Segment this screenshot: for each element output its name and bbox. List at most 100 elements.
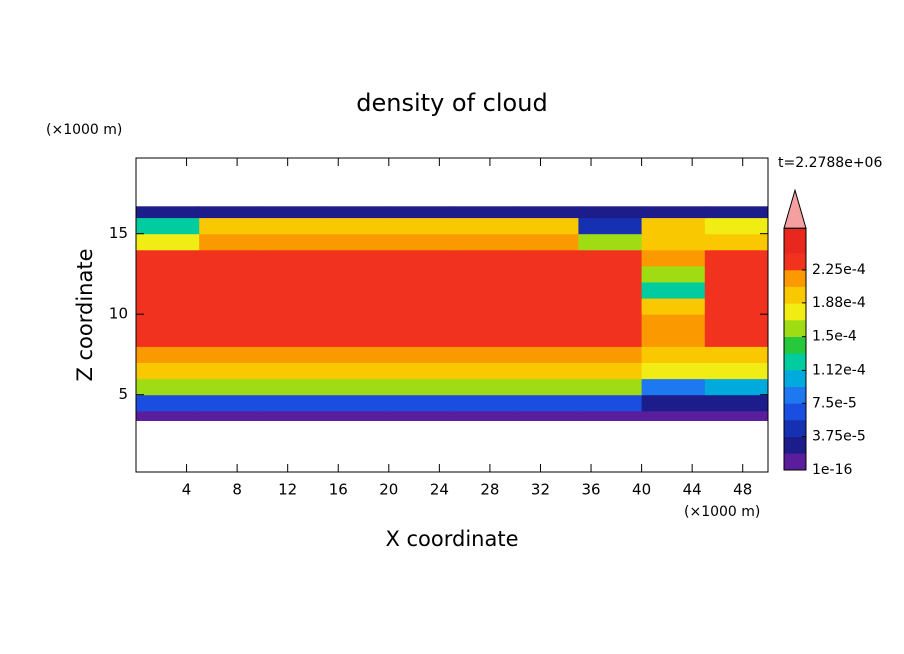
field-cell (578, 233, 643, 251)
colorbar-tick-label: 1.5e-4 (812, 329, 857, 345)
field-cell (515, 233, 579, 251)
field-cell (136, 394, 200, 412)
field-cell (388, 249, 453, 267)
x-tick-label: 4 (182, 481, 192, 499)
field-cell (136, 410, 200, 421)
field-cell (136, 249, 200, 267)
field-cell (515, 206, 579, 219)
field-cell (578, 206, 643, 219)
field-cell (641, 362, 706, 380)
field-cell (136, 314, 200, 331)
x-axis-label: X coordinate (385, 527, 518, 551)
field-cell (136, 378, 200, 396)
colorbar-band (784, 319, 806, 337)
field-cell (641, 394, 706, 412)
colorbar-band (784, 353, 806, 371)
colorbar-band (784, 303, 806, 321)
field-cell (388, 378, 453, 396)
field-cell (388, 362, 453, 380)
field-cell (325, 249, 390, 267)
field-cell (199, 298, 263, 315)
field-cell (641, 314, 706, 331)
field-cell (452, 233, 516, 251)
y-tick-label: 15 (109, 224, 128, 242)
field-cell (452, 410, 516, 421)
x-tick-label: 20 (379, 481, 398, 499)
field-cell (515, 298, 579, 315)
field-cell (325, 265, 390, 283)
colorbar-tick-label: 7.5e-5 (812, 395, 857, 411)
field-cell (388, 330, 453, 347)
colorbar-frame (783, 227, 807, 471)
field-cell (199, 233, 263, 251)
field-cell (388, 206, 453, 219)
colorbar-band (784, 419, 806, 437)
field-cell (578, 362, 643, 380)
field-cell (325, 281, 390, 299)
field-cell (325, 298, 390, 315)
field-cell (325, 410, 390, 421)
field-cell (578, 378, 643, 396)
colorbar-band (784, 228, 806, 254)
field-cell (325, 314, 390, 331)
field-cell (199, 314, 263, 331)
colorbar-band (784, 286, 806, 304)
field-cell (452, 206, 516, 219)
colorbar-tick-label: 1.12e-4 (812, 362, 866, 378)
field-cell (704, 330, 769, 347)
field-cell (704, 410, 769, 421)
field-cell (641, 330, 706, 347)
time-label: t=2.2788e+06 (778, 155, 882, 171)
field-cell (388, 298, 453, 315)
field-cell (578, 249, 643, 267)
x-tick-label: 44 (683, 481, 702, 499)
field-cell (578, 298, 643, 315)
y-tick-label: 5 (118, 385, 128, 403)
field-cell (199, 394, 263, 412)
field-cell (136, 265, 200, 283)
field-cell (515, 217, 579, 235)
field-cell (136, 330, 200, 347)
field-cell (641, 217, 706, 235)
field-cell (262, 314, 327, 331)
field-cell (515, 249, 579, 267)
field-cell (199, 410, 263, 421)
field-cell (578, 265, 643, 283)
field-cell (199, 217, 263, 235)
field-cell (199, 362, 263, 380)
field-cell (704, 233, 769, 251)
x-tick-label: 24 (430, 481, 449, 499)
field-cell (452, 330, 516, 347)
field-cell (452, 378, 516, 396)
x-tick-label: 16 (329, 481, 348, 499)
field-cell (262, 265, 327, 283)
field-cell (262, 206, 327, 219)
field-cell (325, 362, 390, 380)
field-cell (199, 378, 263, 396)
field-cell (704, 378, 769, 396)
field-cell (704, 314, 769, 331)
field-cell (262, 378, 327, 396)
x-tick-label: 48 (733, 481, 752, 499)
x-tick-label: 36 (581, 481, 600, 499)
field-cell (704, 249, 769, 267)
colorbar-band (784, 453, 806, 471)
field-cell (515, 265, 579, 283)
field-cell (578, 330, 643, 347)
field-cell (452, 314, 516, 331)
field-cell (452, 346, 516, 364)
field-cell (136, 233, 200, 251)
field-cell (452, 362, 516, 380)
field-cell (452, 281, 516, 299)
colorbar-band (784, 386, 806, 404)
field-cell (325, 330, 390, 347)
field-cell (452, 249, 516, 267)
x-tick-label: 40 (632, 481, 651, 499)
field-cell (325, 394, 390, 412)
field-cell (388, 346, 453, 364)
colorbar-tick-label: 1e-16 (812, 462, 852, 478)
field-cell (262, 298, 327, 315)
field-cell (452, 265, 516, 283)
field-cell (704, 217, 769, 235)
